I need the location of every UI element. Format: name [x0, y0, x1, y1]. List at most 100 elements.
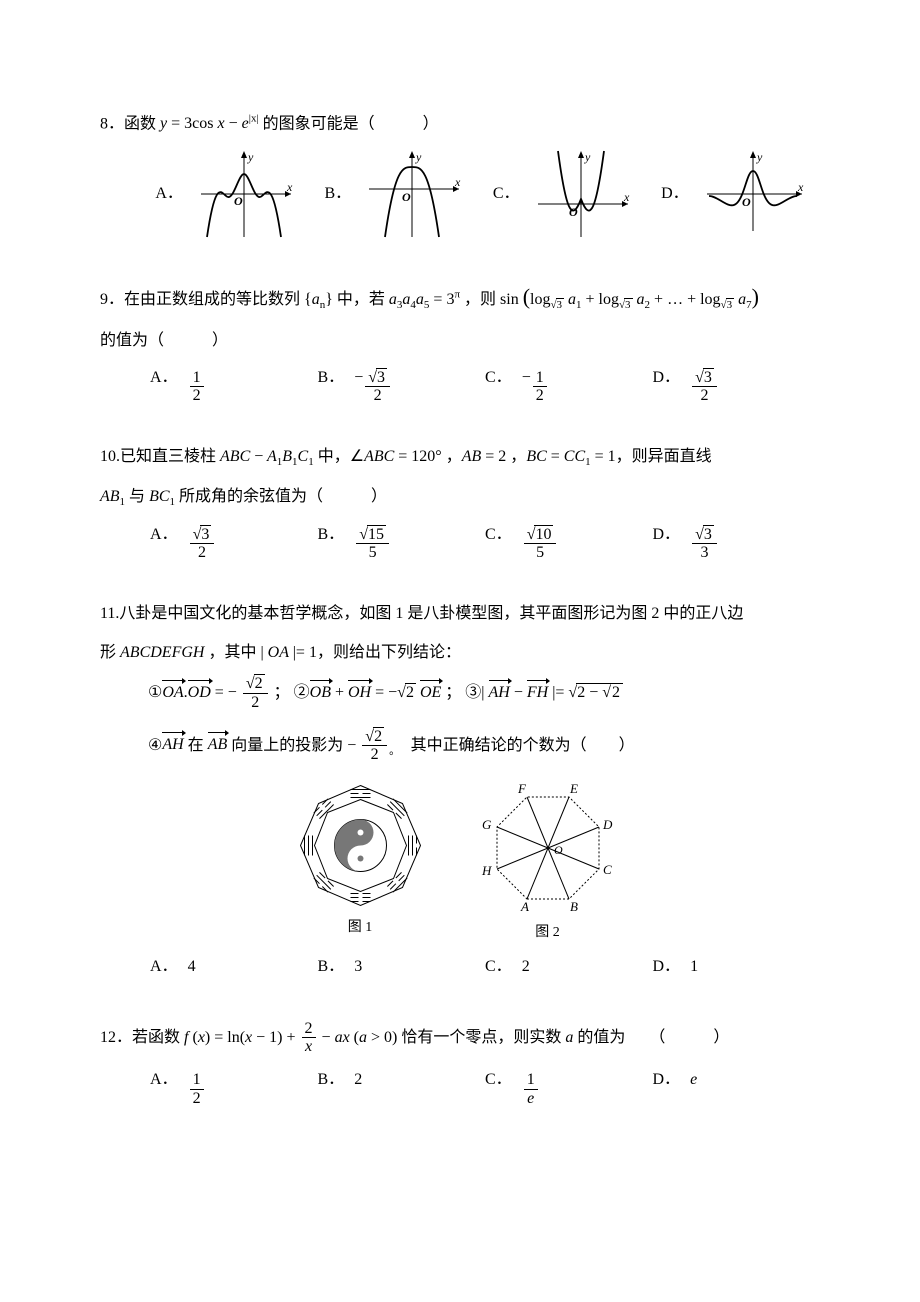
frac: √32: [365, 369, 390, 405]
frac: √22: [362, 728, 387, 764]
q12-option-D: D．e: [653, 1066, 821, 1107]
question-8: 8．函数 y = 3cos x − e|x| 的图象可能是（ ） A． x y …: [100, 110, 820, 239]
prism: ABC − A1B1C1: [220, 448, 314, 465]
stem-text: 中，: [314, 448, 350, 465]
ab1: AB1: [100, 488, 125, 505]
svg-text:C: C: [603, 862, 612, 877]
figure-2: O A B C D E F G H 图 2: [468, 778, 628, 945]
item-no: ③: [465, 684, 481, 701]
opt-label: C．: [493, 180, 520, 209]
stem-line2: 的值为（ ）: [100, 327, 820, 356]
item1-expr: OA.OD = −: [162, 684, 240, 701]
sign: −: [354, 364, 363, 393]
sep: ；: [270, 684, 290, 701]
frac: √33: [692, 526, 717, 562]
svg-text:y: y: [247, 150, 254, 164]
svg-text:x: x: [623, 190, 630, 204]
stem-text: ，则异面直线: [616, 448, 712, 465]
stem-text: 八卦是中国文化的基本哲学概念，如图 1 是八卦模型图，其平面图形记为图 2 中的…: [119, 605, 743, 622]
sign: −: [522, 364, 531, 393]
chart-D: x y O: [705, 149, 805, 239]
item2-expr: OB + OH = −√2 OE: [310, 684, 442, 701]
question-11-stem: 11.八卦是中国文化的基本哲学概念，如图 1 是八卦模型图，其平面图形记为图 2…: [100, 600, 820, 629]
question-11: 11.八卦是中国文化的基本哲学概念，如图 1 是八卦模型图，其平面图形记为图 2…: [100, 600, 820, 982]
seq: {an}: [304, 291, 333, 308]
tail: 其中正确结论的个数为（ ）: [395, 736, 635, 753]
svg-text:H: H: [481, 863, 492, 878]
q9-option-D: D．√32: [653, 364, 821, 405]
question-11-stem-line2: 形 ABCDEFGH ，其中 | OA |= 1，则给出下列结论：: [100, 639, 820, 668]
question-9-stem: 9．在由正数组成的等比数列 {an} 中，若 a3a4a5 = 3π ，则 si…: [100, 277, 820, 317]
stem-text: 在由正数组成的等比数列: [124, 291, 304, 308]
svg-text:D: D: [602, 817, 613, 832]
comma: ，: [442, 448, 462, 465]
post: 向量上的投影为: [227, 736, 347, 753]
comma: ，: [506, 448, 526, 465]
frac: 12: [533, 369, 547, 405]
opt-label: A．: [155, 180, 183, 209]
angle: ∠ABC = 120°: [350, 448, 442, 465]
stem-expr: y = 3cos x − e|x|: [160, 115, 259, 132]
bagua-icon: [293, 778, 428, 913]
q8-option-B: B． x y O: [325, 149, 463, 239]
bc: BC = CC1 = 1: [526, 448, 615, 465]
octagon-diagram: O A B C D E F G H: [468, 778, 628, 918]
q10-option-A: A．√32: [150, 521, 318, 562]
q10-options: A．√32 B．√155 C．√105 D．√33: [150, 521, 820, 562]
sep: ；: [441, 684, 461, 701]
svg-text:y: y: [756, 150, 763, 164]
item4-val: −: [347, 736, 360, 753]
mid: 与: [125, 488, 149, 505]
q8-option-D: D． x y O: [661, 149, 805, 239]
question-10-stem-line2: AB1 与 BC1 所成角的余弦值为（ ）: [100, 483, 820, 513]
opt-label: B．: [325, 180, 352, 209]
svg-text:x: x: [454, 175, 461, 189]
question-number: 10.: [100, 448, 120, 465]
frac: √32: [692, 369, 717, 405]
q11-options: A．4 B．3 C．2 D．1: [150, 953, 820, 982]
stem-text: ，其中: [204, 644, 260, 661]
svg-text:E: E: [569, 781, 578, 796]
item4-vec1: AH: [162, 736, 183, 753]
svg-text:x: x: [286, 180, 293, 194]
svg-text:G: G: [482, 817, 492, 832]
svg-text:A: A: [520, 899, 529, 914]
question-number: 8．: [100, 115, 124, 132]
cond: a3a4a5 = 3π: [389, 291, 460, 308]
q11-option-A: A．4: [150, 953, 318, 982]
opt-value: 2: [354, 1066, 362, 1095]
q9-option-C: C．−12: [485, 364, 653, 405]
stem-text: 所成角的余弦值为（ ）: [175, 488, 387, 505]
opt-label: C．: [485, 1066, 512, 1095]
question-10: 10.已知直三棱柱 ABC − A1B1C1 中，∠ABC = 120° ，AB…: [100, 443, 820, 562]
q11-figures: 图 1 O A B C D E: [100, 778, 820, 945]
svg-text:x: x: [797, 180, 804, 194]
opt-value: 3: [354, 953, 362, 982]
q11-option-D: D．1: [653, 953, 821, 982]
poly: ABCDEFGH: [120, 644, 204, 661]
q12-option-C: C．1e: [485, 1066, 653, 1107]
item3-expr: | AH − FH |= √2 − √2: [481, 684, 623, 701]
svg-text:O: O: [402, 190, 411, 204]
svg-text:O: O: [554, 843, 563, 857]
frac: √105: [524, 526, 557, 562]
question-12: 12．若函数 f (x) = ln(x − 1) + 2x − ax (a > …: [100, 1020, 820, 1107]
fig2-label: 图 2: [535, 920, 560, 945]
svg-text:B: B: [570, 899, 578, 914]
frac: 2x: [302, 1020, 316, 1056]
item-no: ①: [148, 684, 162, 701]
stem-text: ，则: [460, 291, 500, 308]
item-no: ④: [148, 736, 162, 753]
svg-text:O: O: [742, 195, 751, 209]
oa: | OA |= 1: [260, 644, 316, 661]
question-12-stem: 12．若函数 f (x) = ln(x − 1) + 2x − ax (a > …: [100, 1020, 820, 1056]
frac: 12: [190, 369, 204, 405]
q12-option-B: B．2: [318, 1066, 486, 1107]
q8-option-A: A． x y O: [155, 149, 294, 239]
opt-label: B．: [318, 521, 345, 550]
opt-value: 2: [522, 953, 530, 982]
svg-text:O: O: [234, 194, 243, 208]
stem-text: 中，若: [333, 291, 389, 308]
opt-label: D．: [653, 1066, 681, 1095]
figure-1: 图 1: [293, 778, 428, 945]
